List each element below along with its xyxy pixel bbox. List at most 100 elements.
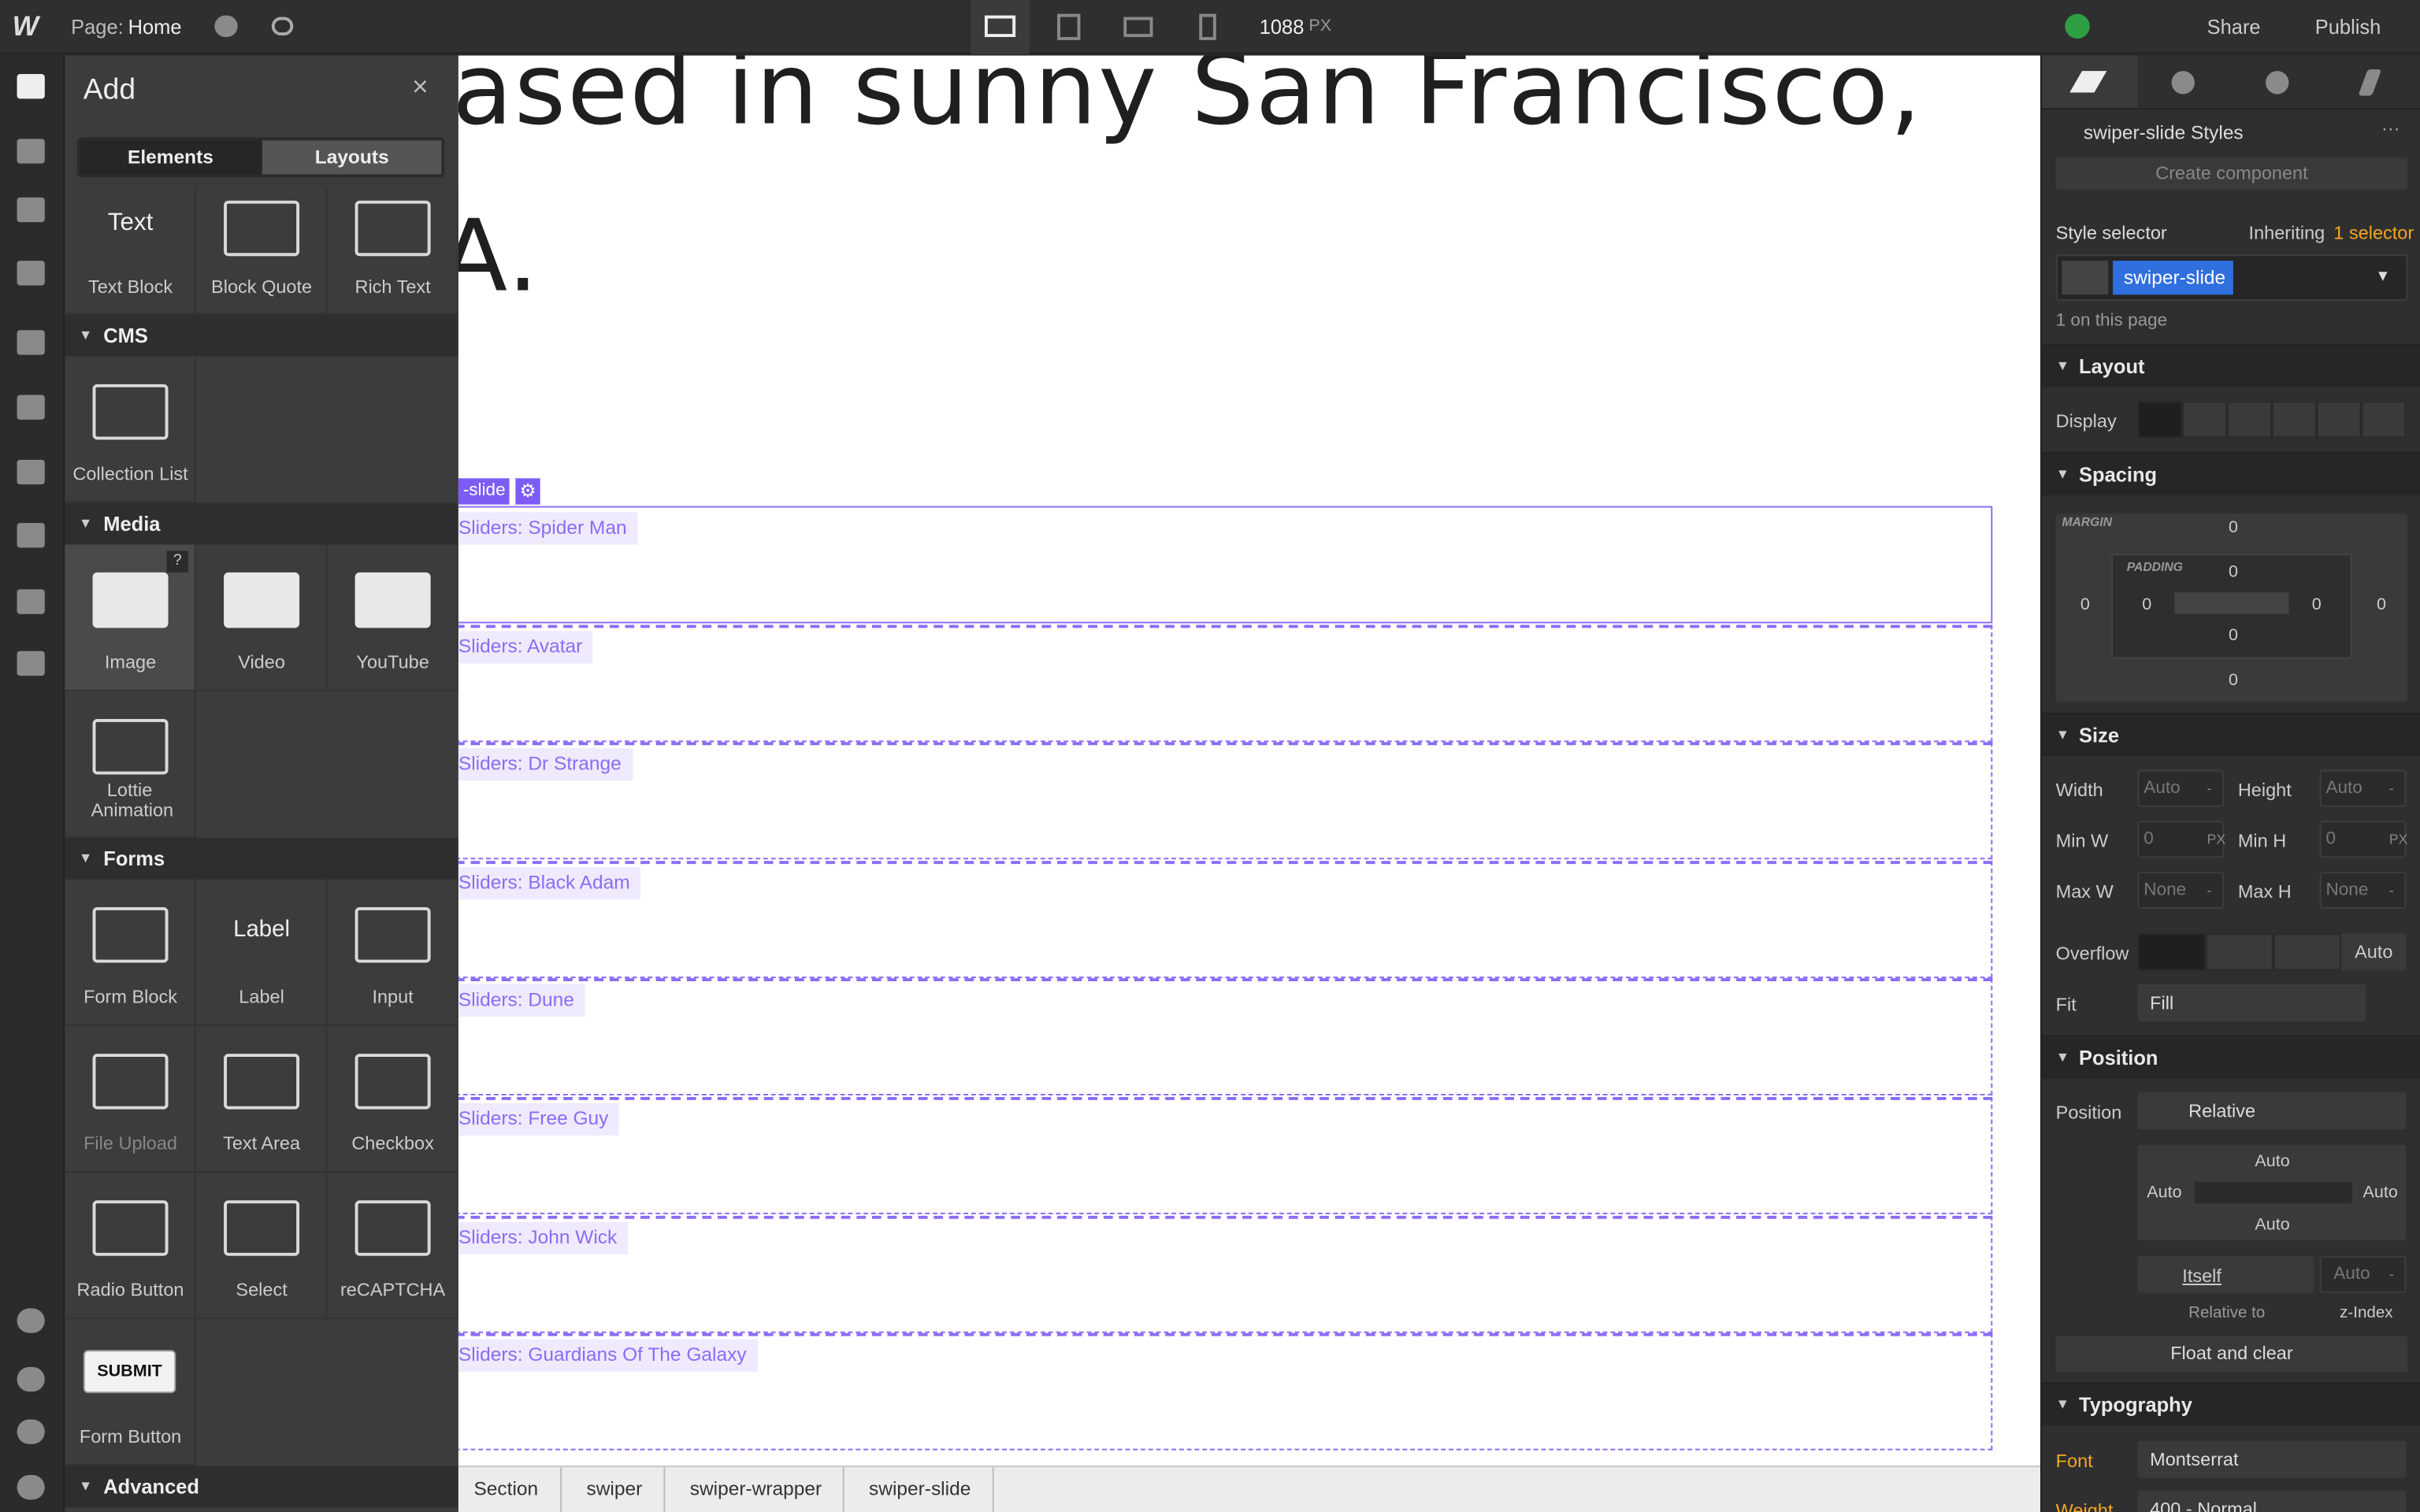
size-input[interactable] bbox=[2319, 769, 2407, 807]
rail-icon[interactable] bbox=[17, 261, 45, 286]
slide[interactable] bbox=[458, 978, 1993, 1096]
element-tile[interactable]: Video bbox=[195, 544, 328, 691]
collapse-arrow[interactable]: ▼ bbox=[2055, 1396, 2070, 1412]
float-button[interactable]: Float and clear bbox=[2055, 1336, 2408, 1372]
margin-value[interactable]: 0 bbox=[2228, 671, 2238, 690]
selected-tag[interactable]: -slide bbox=[458, 478, 510, 505]
padding-value[interactable]: 0 bbox=[2142, 595, 2152, 614]
class-chip[interactable]: swiper-slide bbox=[2113, 261, 2233, 295]
size-input[interactable] bbox=[2137, 871, 2225, 909]
collapse-arrow[interactable]: ▼ bbox=[78, 327, 93, 343]
tab-layouts[interactable]: Layouts bbox=[262, 140, 442, 175]
display-option[interactable] bbox=[2137, 401, 2183, 439]
rail-icon[interactable] bbox=[17, 523, 45, 548]
close-button[interactable]: × bbox=[412, 71, 429, 102]
relative-field[interactable] bbox=[2137, 1255, 2314, 1293]
padding-value[interactable]: 0 bbox=[2311, 595, 2322, 614]
offset-value[interactable]: Auto bbox=[2147, 1183, 2182, 1203]
breadcrumb[interactable]: swiper bbox=[568, 1467, 666, 1512]
portrait-icon[interactable] bbox=[1199, 13, 1216, 40]
slide-label[interactable]: Sliders: Guardians Of The Galaxy bbox=[458, 1339, 758, 1373]
section-header[interactable] bbox=[2042, 713, 2420, 756]
tablet-icon[interactable] bbox=[1057, 13, 1081, 40]
slide[interactable] bbox=[458, 1333, 1993, 1451]
overflow-option[interactable] bbox=[2137, 933, 2206, 971]
element-tile[interactable]: Rich Text bbox=[327, 188, 458, 315]
display-option[interactable] bbox=[2361, 401, 2407, 439]
element-tile[interactable]: ? Image bbox=[65, 544, 196, 691]
overflow-option[interactable] bbox=[2205, 933, 2273, 971]
itself-link[interactable]: Itself bbox=[2182, 1265, 2221, 1287]
collapse-arrow[interactable]: ▼ bbox=[2055, 1049, 2070, 1065]
element-tile[interactable]: Radio Button bbox=[65, 1172, 196, 1320]
collapse-arrow[interactable]: ▼ bbox=[2055, 358, 2070, 374]
display-option[interactable] bbox=[2271, 401, 2317, 439]
slide[interactable] bbox=[458, 1215, 1993, 1332]
slide-label[interactable]: Sliders: Free Guy bbox=[458, 1102, 620, 1136]
breadcrumb[interactable]: swiper-slide bbox=[851, 1467, 994, 1512]
rail-icon[interactable] bbox=[17, 197, 45, 223]
share-button[interactable]: Share bbox=[2207, 15, 2261, 39]
margin-value[interactable]: 0 bbox=[2080, 595, 2090, 614]
slide[interactable] bbox=[458, 742, 1993, 860]
element-tile[interactable]: File Upload bbox=[65, 1025, 196, 1173]
slide-label[interactable]: Sliders: Black Adam bbox=[458, 866, 641, 899]
padding-value[interactable]: 0 bbox=[2228, 626, 2238, 645]
slide-label[interactable]: Sliders: Dr Strange bbox=[458, 748, 633, 781]
collapse-arrow[interactable]: ▼ bbox=[2055, 726, 2070, 743]
font-select[interactable]: Montserrat bbox=[2137, 1440, 2407, 1478]
collapse-arrow[interactable]: ▼ bbox=[2055, 465, 2070, 482]
breadcrumb[interactable]: Section bbox=[458, 1467, 562, 1512]
section-header[interactable] bbox=[2042, 343, 2420, 387]
element-tile[interactable]: Lottie Animation bbox=[65, 691, 196, 838]
display-option[interactable] bbox=[2316, 401, 2362, 439]
slide[interactable] bbox=[458, 506, 1993, 624]
slide-label[interactable]: Sliders: John Wick bbox=[458, 1221, 629, 1254]
more-button[interactable]: ··· bbox=[2381, 117, 2400, 139]
collapse-arrow[interactable]: ▼ bbox=[78, 1477, 93, 1494]
margin-value[interactable]: 0 bbox=[2228, 518, 2238, 537]
element-tile[interactable]: Select bbox=[195, 1172, 328, 1320]
section-header[interactable] bbox=[2042, 1382, 2420, 1426]
rail-icon[interactable] bbox=[17, 395, 45, 420]
collapse-arrow[interactable]: ▼ bbox=[78, 850, 93, 866]
desktop-icon[interactable] bbox=[984, 15, 1016, 38]
breadcrumb[interactable]: swiper-wrapper bbox=[671, 1467, 845, 1512]
selector-icon[interactable] bbox=[2062, 261, 2109, 295]
element-tile[interactable]: reCAPTCHA bbox=[327, 1172, 458, 1320]
rail-icon[interactable] bbox=[17, 74, 45, 99]
inherit-count[interactable]: 1 selector bbox=[2333, 222, 2414, 244]
rail-icon[interactable] bbox=[17, 330, 45, 355]
overflow-auto[interactable]: Auto bbox=[2341, 933, 2407, 971]
offset-value[interactable]: Auto bbox=[2255, 1215, 2290, 1235]
preview-icon[interactable] bbox=[271, 17, 294, 36]
tab-elements[interactable]: Elements bbox=[80, 140, 262, 175]
size-input[interactable] bbox=[2137, 769, 2225, 807]
offset-value[interactable]: Auto bbox=[2255, 1152, 2290, 1172]
section-header[interactable] bbox=[2042, 452, 2420, 495]
element-tile[interactable]: SUBMIT Form Button bbox=[65, 1319, 196, 1466]
publish-button[interactable]: Publish bbox=[2314, 15, 2381, 39]
size-input[interactable] bbox=[2319, 821, 2407, 858]
help-badge[interactable]: ? bbox=[166, 550, 189, 573]
settings-icon[interactable] bbox=[2171, 71, 2195, 94]
element-tile[interactable]: Input bbox=[327, 879, 458, 1026]
size-input[interactable] bbox=[2319, 871, 2407, 909]
display-option[interactable] bbox=[2227, 401, 2272, 439]
weight-select[interactable]: 400 - Normal bbox=[2137, 1490, 2407, 1512]
create-component[interactable]: Create component bbox=[2055, 157, 2408, 190]
group-header[interactable] bbox=[65, 502, 458, 545]
slide[interactable] bbox=[458, 860, 1993, 978]
breakpoint-active[interactable] bbox=[971, 0, 1030, 54]
element-tile[interactable]: Block Quote bbox=[195, 188, 328, 315]
rail-icon[interactable] bbox=[17, 589, 45, 614]
element-tile[interactable]: Checkbox bbox=[327, 1025, 458, 1173]
slide-label[interactable]: Sliders: Dune bbox=[458, 984, 585, 1017]
element-tile[interactable]: Text Area bbox=[195, 1025, 328, 1173]
margin-value[interactable]: 0 bbox=[2377, 595, 2387, 614]
logo[interactable]: W bbox=[12, 10, 39, 42]
slide-label[interactable]: Sliders: Spider Man bbox=[458, 512, 638, 545]
interactions-icon[interactable] bbox=[2358, 69, 2382, 96]
rail-icon[interactable] bbox=[17, 1366, 45, 1392]
display-option[interactable] bbox=[2182, 401, 2228, 439]
